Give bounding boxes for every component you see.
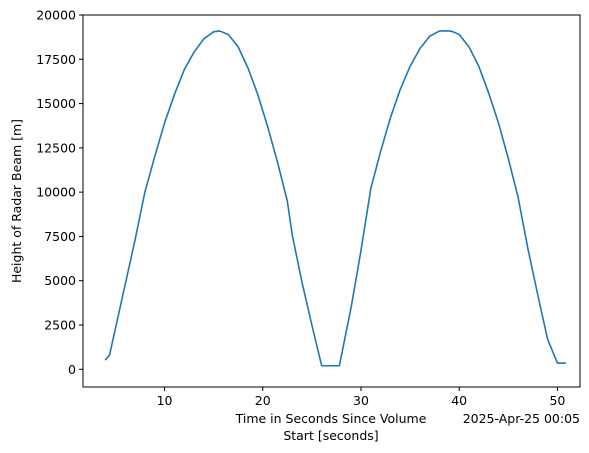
x-tick-label: 30 [353, 393, 369, 408]
x-tick-label: 10 [157, 393, 173, 408]
x-axis-label-line-2: Start [seconds] [283, 428, 378, 443]
y-tick-label: 2500 [44, 318, 76, 333]
x-tick-label: 20 [255, 393, 271, 408]
y-axis: 0 2500 5000 7500 10000 12500 15000 17500 20000 [36, 8, 83, 377]
series-line-beam-height [104, 30, 567, 367]
y-tick-label: 15000 [36, 96, 76, 111]
plot-area [82, 14, 581, 388]
y-tick-label: 10000 [36, 185, 76, 200]
y-tick-label: 12500 [36, 140, 76, 155]
y-tick-label: 5000 [44, 273, 76, 288]
y-tick-label: 0 [68, 362, 76, 377]
y-axis-label: Height of Radar Beam [m] [9, 119, 24, 283]
x-axis-label-line-1: Time in Seconds Since Volume [235, 411, 427, 426]
y-tick-label: 20000 [36, 8, 76, 23]
y-tick-label: 17500 [36, 52, 76, 67]
plot-frame [82, 14, 581, 388]
series-layer [104, 30, 567, 367]
corner-timestamp-label: 2025-Apr-25 00:05 [463, 411, 580, 426]
x-tick-label: 40 [451, 393, 467, 408]
x-tick-label: 50 [549, 393, 565, 408]
y-tick-label: 7500 [44, 229, 76, 244]
x-axis: 10 20 30 40 50 [157, 387, 565, 408]
